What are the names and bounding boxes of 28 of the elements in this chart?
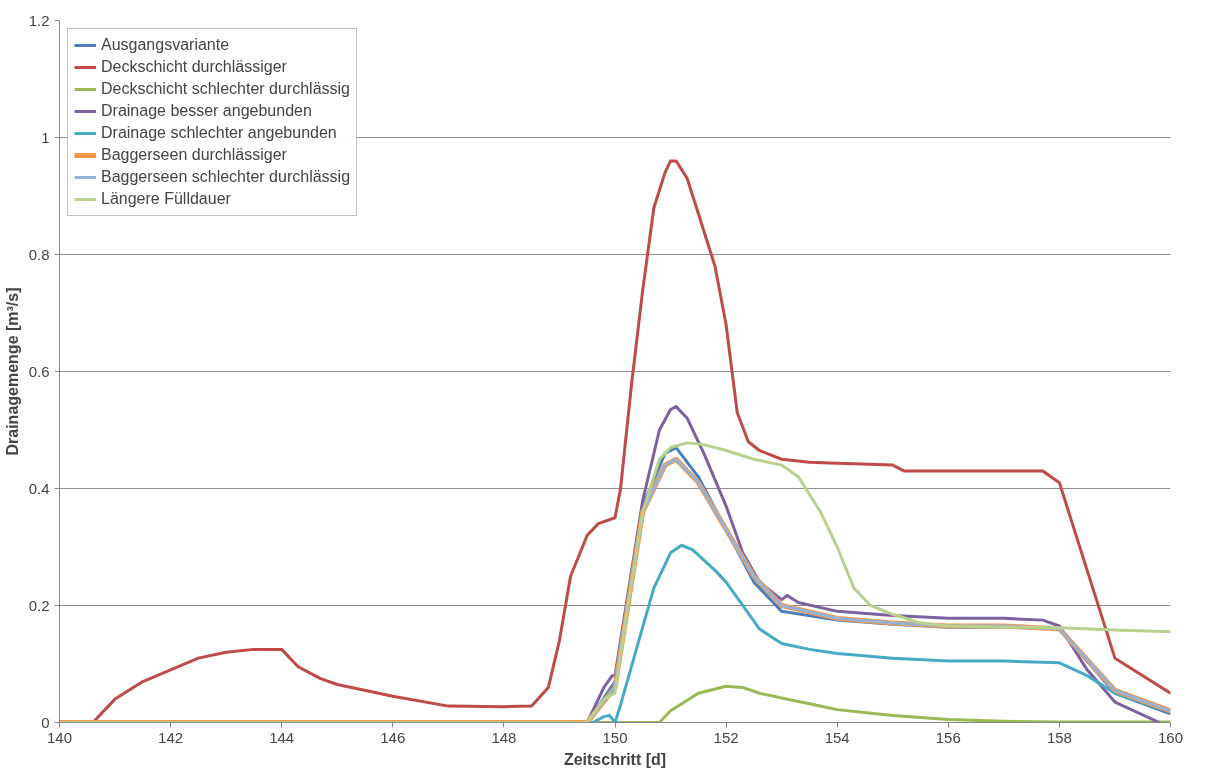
legend-label: Ausgangsvariante	[101, 36, 230, 54]
x-tick-label: 150	[602, 728, 628, 746]
x-tick-label: 160	[1157, 728, 1184, 746]
x-tick-label: 146	[380, 728, 406, 746]
x-tick-label: 154	[824, 728, 850, 746]
legend-label: Deckschicht durchlässiger	[101, 58, 287, 76]
legend-label: Längere Fülldauer	[101, 190, 231, 208]
legend-label: Baggerseen durchlässiger	[101, 146, 287, 164]
y-tick-label: 1.2	[28, 11, 50, 29]
legend-label: Drainage schlechter angebunden	[101, 124, 337, 142]
y-tick-label: 0.4	[28, 479, 50, 497]
legend-label: Drainage besser angebunden	[101, 102, 312, 120]
x-tick-label: 158	[1046, 728, 1072, 746]
x-tick-label: 152	[713, 728, 739, 746]
legend-label: Baggerseen schlechter durchlässig	[101, 168, 351, 186]
y-axis-title: Drainagemenge [m³/s]	[3, 287, 21, 456]
x-tick-label: 140	[46, 728, 73, 746]
x-tick-label: 148	[491, 728, 517, 746]
y-tick-label: 0.6	[28, 362, 50, 380]
y-tick-label: 0	[41, 713, 50, 731]
y-tick-label: 1	[41, 128, 50, 146]
y-tick-label: 0.8	[28, 245, 50, 263]
legend-label: Deckschicht schlechter durchlässig	[101, 80, 350, 98]
y-tick-label: 0.2	[28, 596, 50, 614]
x-tick-label: 156	[935, 728, 961, 746]
x-tick-label: 142	[158, 728, 184, 746]
x-axis-title: Zeitschritt [d]	[563, 750, 667, 768]
x-tick-label: 144	[269, 728, 295, 746]
